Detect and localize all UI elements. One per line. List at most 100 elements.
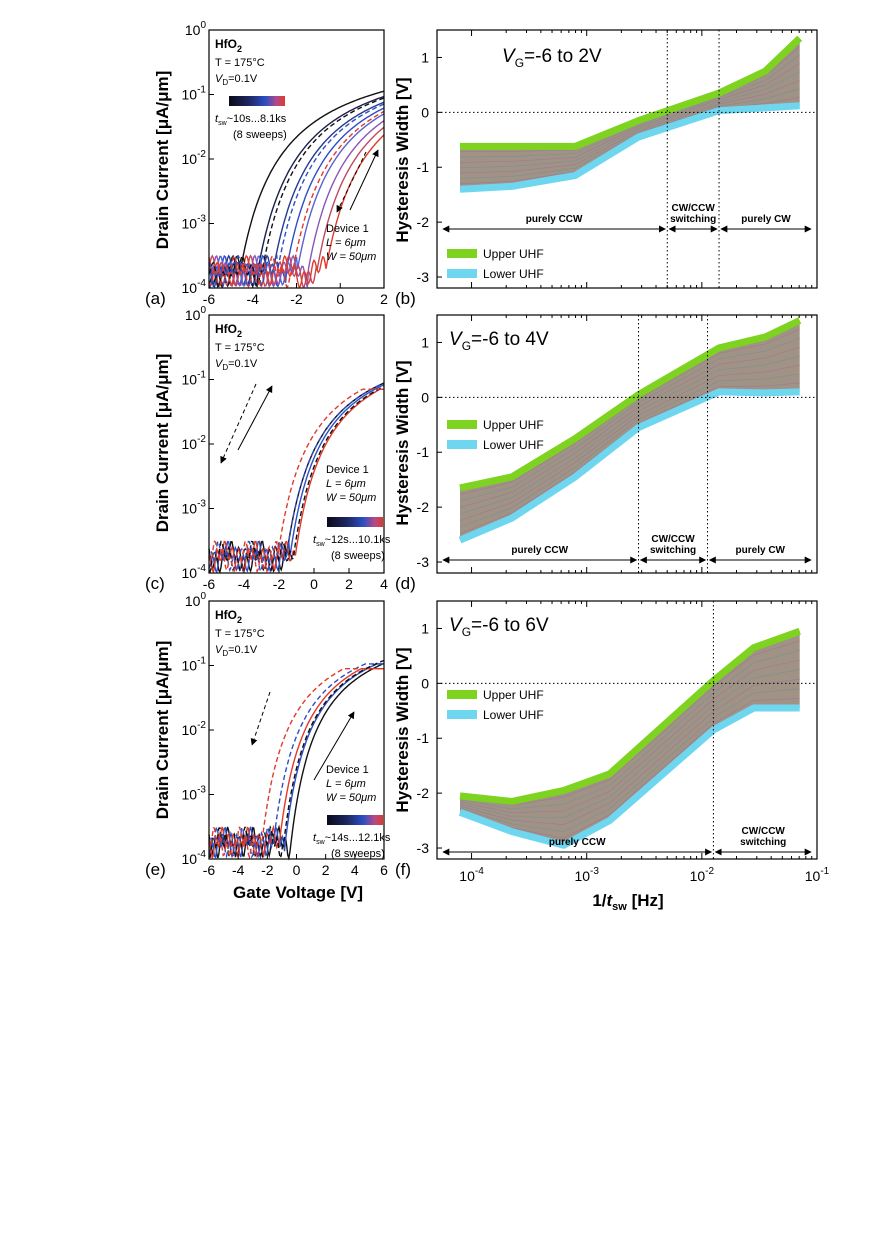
x-tick-label: 4 xyxy=(351,862,359,878)
y-tick-label: 10-3 xyxy=(182,214,207,232)
material-label: HfO2 xyxy=(215,37,242,54)
hysteresis-band xyxy=(460,631,800,846)
y-tick-label: 10-1 xyxy=(182,370,207,388)
panel-e: -6 -4 -2 0 2 4 6 10-4 10-3 10-2 10-1 100 (e) HfO2 T = … xyxy=(145,591,391,879)
band-trace xyxy=(459,650,800,810)
x-tick-label: 6 xyxy=(380,862,388,878)
x-tick-label: -2 xyxy=(290,291,303,307)
band-trace xyxy=(459,688,800,832)
region-label-cwccw: CW/CCW xyxy=(742,826,786,837)
left-ylabel-top: Drain Current [μA/μm] xyxy=(153,71,172,250)
right-ylabel-bot: Hysteresis Width [V] xyxy=(393,647,412,812)
x-tick-label: 10-3 xyxy=(574,866,599,884)
sweep-down-arrow xyxy=(220,383,257,464)
band-trace xyxy=(459,80,800,174)
region-label-switching: switching xyxy=(740,837,786,848)
x-tick-label: 10-2 xyxy=(690,866,715,884)
x-tick-label: -6 xyxy=(203,862,216,878)
region-label-switching: switching xyxy=(650,545,696,556)
band-trace xyxy=(459,338,800,502)
sweep-up-arrow xyxy=(349,149,379,211)
y-tick-label: 1 xyxy=(421,334,429,350)
upper-uhf-line xyxy=(460,35,803,150)
width-label: W = 50μm xyxy=(326,251,376,263)
material-label: HfO2 xyxy=(215,608,242,625)
panel-label: (a) xyxy=(145,289,166,308)
y-tick-label: -3 xyxy=(417,269,430,285)
y-tick-label: -1 xyxy=(417,730,430,746)
x-tick-label: 4 xyxy=(380,576,388,592)
curve-sweep-3-up xyxy=(208,101,385,288)
y-tick-label: 1 xyxy=(421,620,429,636)
sweep-down-arrow xyxy=(250,691,271,746)
curve-sweep-8-down xyxy=(208,388,384,574)
sweep-range-title: VG=-6 to 6V xyxy=(449,615,549,639)
sweep-range-title: VG=-6 to 4V xyxy=(449,329,549,353)
lower-uhf-line xyxy=(459,102,800,193)
panel-label: (f) xyxy=(395,860,411,879)
upper-uhf-line xyxy=(459,627,801,805)
device-label: Device 1 xyxy=(326,764,369,776)
curve-sweep-8-up xyxy=(208,134,385,289)
y-tick-label: 0 xyxy=(421,104,429,120)
panel-b: -3 -2 -1 0 1 (b) VG=-6 to 2V Upper UHF Lower UHF… xyxy=(395,29,818,308)
y-tick-label: 100 xyxy=(185,591,207,609)
y-tick-label: 10-4 xyxy=(182,849,207,867)
panel-a: -6 -4 -2 0 2 10-4 10-3 10-2 10-1 100 (a) HfO2 T = 17… xyxy=(145,20,388,308)
band-trace xyxy=(459,640,800,806)
legend-lower-label: Lower UHF xyxy=(483,708,544,722)
legend-upper-label: Upper UHF xyxy=(483,418,544,432)
x-tick-label: 0 xyxy=(293,862,301,878)
region-label-switching: switching xyxy=(670,214,716,225)
material-label: HfO2 xyxy=(215,322,242,339)
y-tick-label: 10-2 xyxy=(182,720,207,738)
y-tick-label: 0 xyxy=(421,675,429,691)
curve-sweep-7-up xyxy=(208,126,385,288)
y-tick-label: 1 xyxy=(421,49,429,65)
y-tick-label: -3 xyxy=(417,554,430,570)
band-trace xyxy=(459,54,800,158)
y-tick-label: 10-1 xyxy=(182,656,207,674)
y-tick-label: 100 xyxy=(185,305,207,323)
upper-uhf-line xyxy=(459,317,802,492)
curve-sweep-4-down xyxy=(208,103,385,288)
right-xlabel: 1/tsw [Hz] xyxy=(592,891,663,913)
y-tick-label: 10-2 xyxy=(182,434,207,452)
curve-sweep-4-down xyxy=(208,383,384,574)
legend-upper-swatch xyxy=(447,690,477,699)
device-label: Device 1 xyxy=(326,464,369,476)
region-label-cw: purely CW xyxy=(741,214,791,225)
sweep-up-arrow xyxy=(237,385,273,451)
left-ylabel-mid: Drain Current [μA/μm] xyxy=(153,354,172,533)
legend-upper-label: Upper UHF xyxy=(483,688,544,702)
hysteresis-band xyxy=(460,38,800,190)
sweeps-label: (8 sweeps) xyxy=(233,129,287,141)
y-tick-label: 10-3 xyxy=(182,499,207,517)
x-tick-label: 2 xyxy=(322,862,330,878)
length-label: L = 6μm xyxy=(326,478,366,490)
x-tick-label: -6 xyxy=(203,291,216,307)
y-tick-label: -2 xyxy=(417,785,430,801)
left-ylabel-bot: Drain Current [μA/μm] xyxy=(153,641,172,820)
lower-uhf-line xyxy=(458,704,800,849)
y-tick-label: -2 xyxy=(417,499,430,515)
region-label-cwccw: CW/CCW xyxy=(671,203,715,214)
tsw-label: tsw~14s...12.1ks xyxy=(313,832,391,846)
plot-frame xyxy=(436,314,818,574)
x-tick-label: -6 xyxy=(203,576,216,592)
y-tick-label: 0 xyxy=(421,389,429,405)
sweeps-label: (8 sweeps) xyxy=(331,848,385,860)
temperature-label: T = 175°C xyxy=(215,628,265,640)
panel-label: (e) xyxy=(145,860,166,879)
legend-lower-swatch xyxy=(447,440,477,449)
legend-upper-label: Upper UHF xyxy=(483,247,544,261)
legend-upper-swatch xyxy=(447,420,477,429)
device-label: Device 1 xyxy=(326,223,369,235)
x-tick-label: 0 xyxy=(310,576,318,592)
panel-f: -3 -2 -1 0 1 10-4 10-3 10-2 10-1 (f) VG=-6 to 6V Up… xyxy=(395,600,830,884)
plot-frame xyxy=(436,600,818,860)
curve-sweep-1-down xyxy=(208,659,385,861)
curve-sweep-1-up xyxy=(208,90,385,289)
band-trace xyxy=(459,347,800,508)
panel-d: -3 -2 -1 0 1 (d) VG=-6 to 4V Upper UHF Lower UHF… xyxy=(395,314,818,593)
